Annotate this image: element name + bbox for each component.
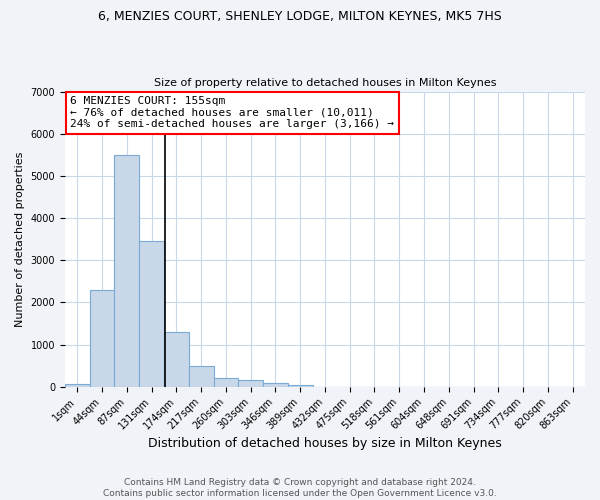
X-axis label: Distribution of detached houses by size in Milton Keynes: Distribution of detached houses by size … — [148, 437, 502, 450]
Bar — [238, 380, 263, 386]
Bar — [139, 241, 164, 386]
Bar — [89, 290, 115, 386]
Y-axis label: Number of detached properties: Number of detached properties — [15, 152, 25, 327]
Bar — [164, 332, 189, 386]
Bar — [65, 384, 89, 386]
Bar — [214, 378, 238, 386]
Title: Size of property relative to detached houses in Milton Keynes: Size of property relative to detached ho… — [154, 78, 496, 88]
Bar — [288, 384, 313, 386]
Bar — [115, 155, 139, 386]
Text: Contains HM Land Registry data © Crown copyright and database right 2024.
Contai: Contains HM Land Registry data © Crown c… — [103, 478, 497, 498]
Bar — [263, 383, 288, 386]
Bar — [189, 366, 214, 386]
Text: 6 MENZIES COURT: 155sqm
← 76% of detached houses are smaller (10,011)
24% of sem: 6 MENZIES COURT: 155sqm ← 76% of detache… — [70, 96, 394, 129]
Text: 6, MENZIES COURT, SHENLEY LODGE, MILTON KEYNES, MK5 7HS: 6, MENZIES COURT, SHENLEY LODGE, MILTON … — [98, 10, 502, 23]
